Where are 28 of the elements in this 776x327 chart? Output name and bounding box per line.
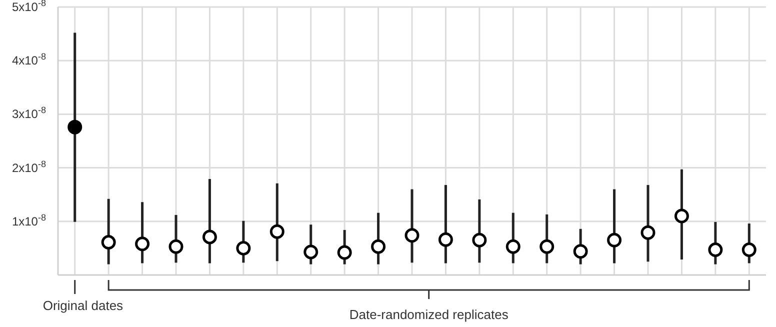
point	[68, 120, 82, 134]
point	[202, 230, 217, 244]
y-tick-label: 3x10$^{-8}$	[12, 105, 46, 122]
point	[371, 239, 386, 254]
point	[438, 232, 453, 247]
text: Date-randomized replicates	[349, 307, 509, 322]
point	[404, 228, 420, 243]
text: Original dates	[42, 298, 124, 313]
point	[337, 245, 352, 260]
point	[236, 240, 251, 256]
point	[101, 235, 116, 250]
point	[168, 239, 184, 254]
point	[742, 242, 756, 258]
y-tick-label: 4x10$^{-8}$	[12, 52, 46, 68]
point	[573, 244, 588, 259]
y-tick-label: 5x10$^{-8}$	[12, 0, 46, 14]
point	[304, 244, 318, 260]
point	[640, 225, 656, 240]
point	[674, 208, 689, 224]
point	[135, 236, 150, 252]
point	[540, 239, 554, 254]
point	[607, 232, 622, 248]
y-tick-label: 1x10$^{-8}$	[12, 212, 46, 228]
y-tick-label: 2x10$^{-8}$	[12, 158, 46, 175]
point	[506, 239, 520, 254]
point	[472, 232, 487, 248]
point	[270, 224, 284, 239]
point	[708, 242, 723, 258]
